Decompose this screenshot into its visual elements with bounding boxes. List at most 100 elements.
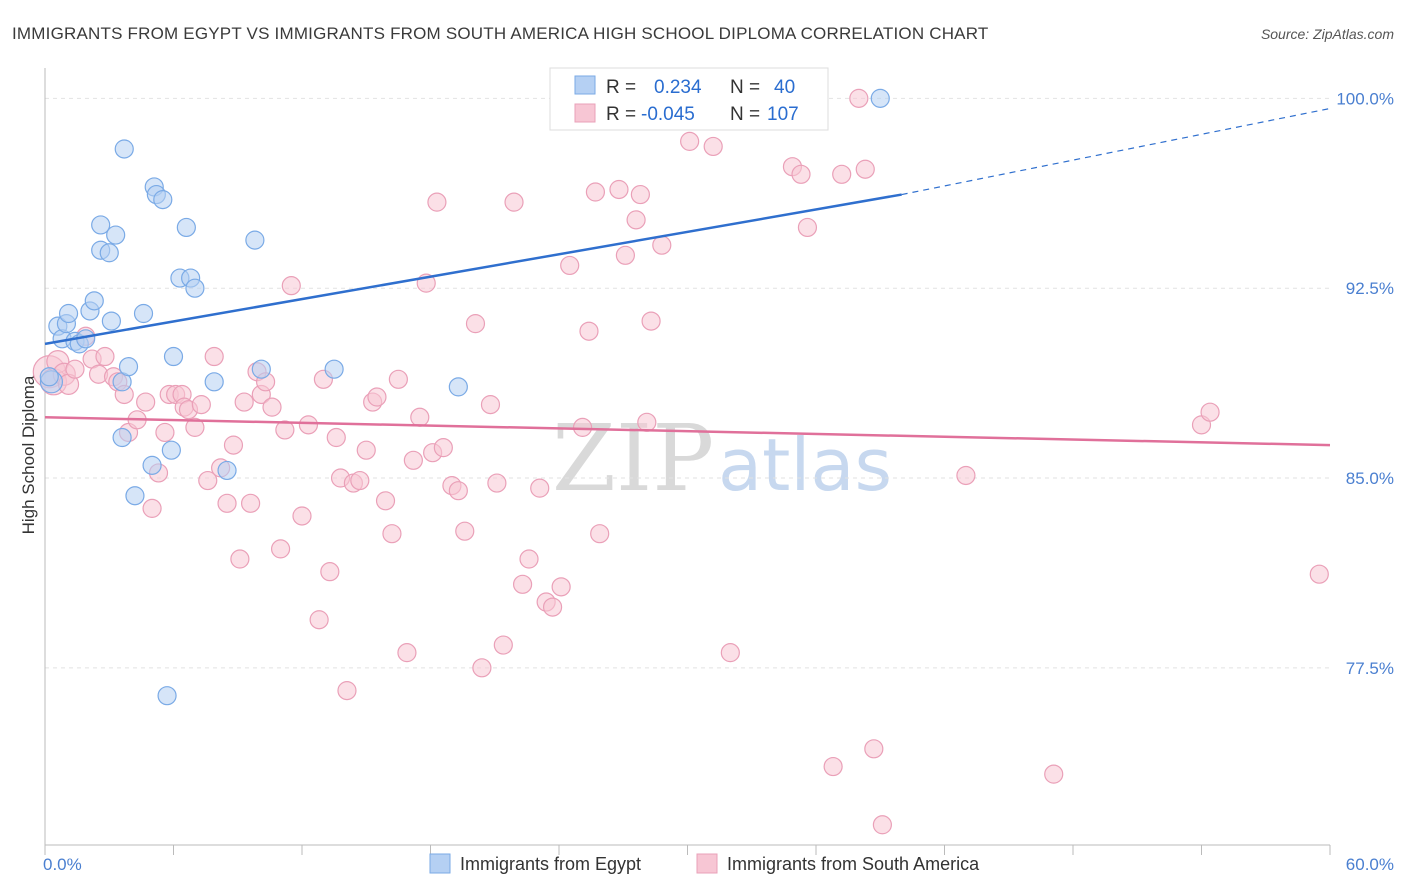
south-america-point: [65, 359, 85, 379]
stats-south-america-n-label: N =: [730, 104, 760, 125]
south-america-point: [504, 192, 524, 212]
south-america-point: [427, 192, 447, 212]
stats-box-frame: [549, 67, 829, 131]
x-tick-label-0: 0.0%: [43, 855, 82, 874]
trendlines: [44, 107, 1331, 447]
south-america-point: [590, 524, 610, 544]
egypt-point: [153, 190, 173, 210]
egypt-point: [101, 311, 121, 331]
south-america-point: [230, 549, 250, 569]
egypt-point: [217, 460, 237, 481]
south-america-point: [217, 493, 237, 513]
south-america-point: [155, 422, 175, 443]
stats-egypt-r-value: 0.234: [654, 77, 702, 98]
watermark: ZIP atlas: [552, 405, 892, 512]
south-america-point: [823, 756, 843, 777]
egypt-point: [125, 486, 145, 506]
gridlines: [45, 97, 1330, 669]
south-america-point: [223, 435, 244, 455]
egypt-point: [870, 88, 890, 108]
stats-south-america-n-value: 107: [767, 104, 799, 125]
chart-title: IMMIGRANTS FROM EGYPT VS IMMIGRANTS FROM…: [12, 24, 988, 43]
series-egypt-points: [39, 88, 890, 706]
y-tick-label-3: 77.5%: [1346, 659, 1394, 678]
south-america-point: [95, 346, 115, 367]
south-america-point: [375, 491, 396, 511]
south-america-point: [1309, 564, 1329, 584]
stats-south-america-r-label: R =: [606, 104, 636, 125]
south-america-point: [185, 417, 205, 437]
y-tick-labels: 100.0% 92.5% 85.0% 77.5%: [1336, 89, 1394, 677]
south-america-trendline: [44, 416, 1331, 447]
south-america-point: [455, 521, 475, 541]
stats-legend: R = 0.234 N = 40 R = -0.045 N = 107: [549, 67, 829, 131]
south-america-point: [142, 498, 162, 518]
egypt-point: [324, 359, 344, 379]
south-america-point: [641, 311, 661, 331]
south-america-point: [465, 314, 486, 334]
egypt-point: [91, 215, 111, 235]
chart-source: Source: ZipAtlas.com: [1261, 26, 1394, 42]
south-america-point: [241, 493, 261, 513]
south-america-point: [403, 450, 423, 470]
egypt-point: [58, 303, 79, 324]
south-america-point: [864, 739, 884, 759]
axes: [44, 68, 1331, 855]
egypt-point: [112, 427, 132, 448]
south-america-point: [292, 506, 312, 526]
south-america-point: [281, 276, 301, 296]
south-america-point: [382, 524, 402, 544]
south-america-point: [326, 427, 346, 448]
south-america-point: [298, 415, 319, 435]
egypt-trendline: [44, 193, 902, 346]
south-america-point: [585, 182, 606, 202]
south-america-point: [480, 395, 501, 415]
south-america-point: [542, 597, 563, 617]
south-america-point: [356, 440, 376, 460]
south-america-point: [367, 387, 387, 407]
x-tick-label-1: 60.0%: [1346, 855, 1394, 874]
south-america-point: [410, 407, 430, 427]
south-america-point: [234, 392, 254, 412]
south-america-point: [560, 255, 580, 276]
stats-swatch-south-america: [574, 103, 596, 123]
egypt-point: [157, 686, 177, 706]
egypt-point: [142, 455, 162, 475]
egypt-point: [163, 346, 184, 367]
south-america-point: [791, 164, 811, 184]
y-tick-label-0: 100.0%: [1336, 89, 1394, 108]
south-america-point: [872, 815, 892, 835]
south-america-point: [637, 412, 657, 432]
south-america-point: [191, 395, 211, 415]
south-america-point: [275, 420, 295, 440]
egypt-point: [39, 367, 59, 387]
egypt-point: [204, 372, 224, 392]
watermark-atlas: atlas: [718, 423, 892, 507]
y-axis-label: High School Diploma: [19, 375, 38, 534]
south-america-point: [448, 481, 468, 501]
south-america-point: [270, 539, 291, 559]
legend-label-south-america: Immigrants from South America: [727, 854, 980, 874]
south-america-point: [720, 643, 740, 663]
south-america-point: [320, 562, 340, 582]
south-america-point: [350, 470, 370, 491]
south-america-point: [609, 179, 629, 200]
stats-south-america-r-value: -0.045: [641, 104, 695, 125]
south-america-point: [397, 643, 417, 663]
stats-egypt-r-label: R =: [606, 77, 636, 98]
south-america-point: [956, 465, 976, 486]
legend-swatch-egypt: [429, 853, 451, 874]
stats-egypt-n-label: N =: [730, 77, 760, 98]
y-tick-label-1: 92.5%: [1346, 279, 1394, 298]
south-america-point: [1200, 402, 1220, 422]
egypt-point: [84, 291, 104, 311]
legend-swatch-south-america: [696, 853, 718, 874]
bottom-legend: Immigrants from Egypt Immigrants from So…: [429, 853, 980, 874]
south-america-point: [797, 217, 818, 238]
egypt-point: [99, 243, 119, 263]
egypt-point: [176, 217, 196, 238]
south-america-point: [703, 136, 723, 157]
south-america-point: [204, 346, 224, 367]
south-america-point: [388, 369, 408, 389]
